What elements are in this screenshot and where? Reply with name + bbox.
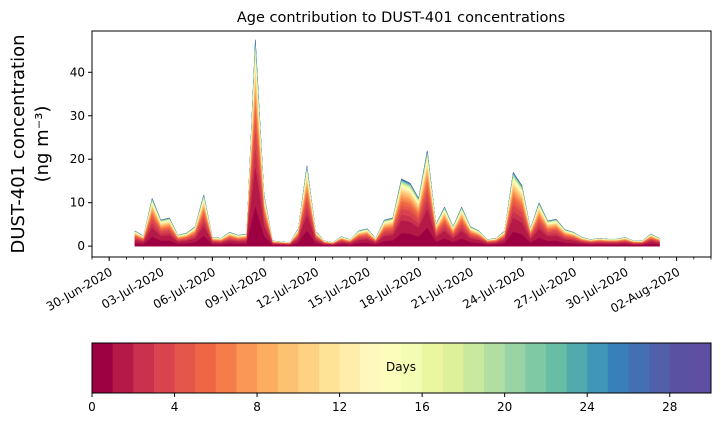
colorbar-segment — [463, 343, 485, 393]
colorbar-segment — [92, 343, 114, 393]
y-tick-label: 40 — [70, 65, 85, 79]
area-layer — [134, 206, 660, 247]
colorbar-segment — [195, 343, 217, 393]
y-tick-label: 30 — [70, 109, 85, 123]
colorbar-segment — [153, 343, 176, 393]
colorbar-segment — [339, 343, 361, 393]
colorbar-segment — [236, 343, 258, 393]
colorbar-segment — [442, 343, 464, 393]
x-axis: 30-Jun-202003-Jul-202006-Jul-202009-Jul-… — [44, 257, 712, 316]
colorbar-tick-label: 12 — [332, 400, 347, 414]
plot-area — [134, 39, 660, 247]
colorbar-tick-label: 16 — [414, 400, 429, 414]
colorbar-tick-label: 24 — [580, 400, 595, 414]
colorbar-segment — [484, 343, 506, 393]
colorbar-segment — [545, 343, 568, 393]
colorbar-segment — [690, 343, 712, 393]
chart-title: Age contribution to DUST-401 concentrati… — [237, 10, 565, 26]
colorbar-segment — [401, 343, 423, 393]
colorbar-segment — [649, 343, 671, 393]
colorbar-segment — [607, 343, 629, 393]
colorbar-segment — [133, 343, 155, 393]
colorbar-tick-label: 20 — [497, 400, 512, 414]
colorbar-tick-label: 4 — [171, 400, 179, 414]
colorbar-segment — [360, 343, 382, 393]
y-tick-label: 10 — [70, 196, 85, 210]
colorbar-segment — [566, 343, 588, 393]
y-axis-label-unit: (ng m⁻³) — [32, 106, 53, 183]
y-axis-label: DUST-401 concentration (ng m⁻³) — [8, 34, 53, 253]
colorbar-segment — [257, 343, 279, 393]
colorbar-segment — [174, 343, 196, 393]
colorbar-label: Days — [386, 360, 416, 374]
y-tick-label: 0 — [77, 239, 85, 253]
colorbar-tick-label: 0 — [88, 400, 96, 414]
colorbar-segment — [380, 343, 402, 393]
colorbar-segment — [669, 343, 691, 393]
colorbar-tick-label: 28 — [662, 400, 677, 414]
colorbar-segment — [628, 343, 650, 393]
y-tick-label: 20 — [70, 152, 85, 166]
colorbar-segment — [277, 343, 299, 393]
colorbar-segment — [112, 343, 134, 393]
colorbar-segment — [587, 343, 609, 393]
colorbar-segment — [318, 343, 341, 393]
colorbar-tick-label: 8 — [253, 400, 261, 414]
y-axis: 0 10 20 30 40 — [70, 65, 92, 253]
colorbar-frame — [91, 342, 712, 394]
colorbar: 0 4 8 12 16 20 24 28 — [88, 342, 712, 414]
colorbar-segment — [215, 343, 237, 393]
colorbar-segment — [525, 343, 547, 393]
colorbar-segment — [422, 343, 444, 393]
colorbar-segment — [504, 343, 526, 393]
y-axis-label-title: DUST-401 concentration — [8, 34, 29, 253]
colorbar-segment — [298, 343, 320, 393]
